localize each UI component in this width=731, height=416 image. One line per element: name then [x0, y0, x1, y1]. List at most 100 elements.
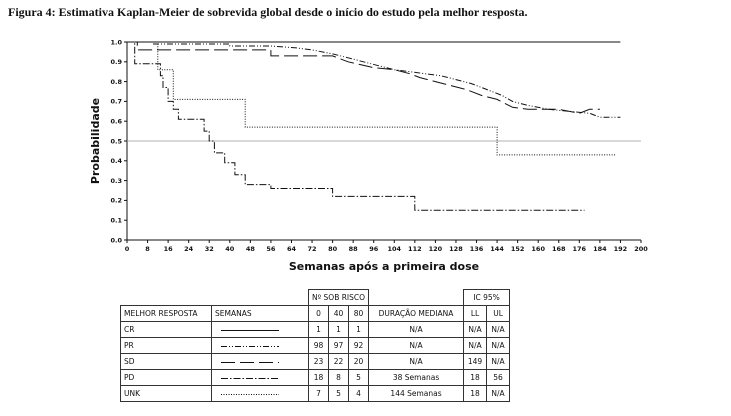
median-cell: N/A: [368, 337, 465, 354]
legend-swatch-cell: [211, 337, 309, 354]
y-tick-label: 0.4: [110, 157, 122, 165]
row-label: PD: [120, 369, 212, 386]
risk-cell: 1: [307, 321, 330, 338]
x-tick-label: 40: [225, 245, 235, 253]
legend-swatch-cell: [211, 353, 309, 370]
median-cell: N/A: [368, 353, 465, 370]
y-tick-label: 1.0: [110, 38, 122, 46]
x-tick-label: 0: [125, 245, 130, 253]
ll-cell: N/A: [463, 321, 488, 338]
table-header-row: MELHOR RESPOSTA SEMANAS 0 40 80 DURAÇÃO …: [120, 305, 511, 322]
col-week-40: 40: [328, 305, 350, 322]
x-tick-label: 8: [145, 245, 150, 253]
table-header-top-row: Nº SOB RISCO IC 95%: [121, 289, 511, 306]
risk-cell: 23: [307, 353, 330, 370]
col-best-response: MELHOR RESPOSTA: [120, 305, 212, 322]
risk-cell: 20: [348, 353, 370, 370]
at-risk-header: Nº SOB RISCO: [307, 289, 370, 306]
ul-cell: 56: [486, 369, 511, 386]
header-spacer: [121, 290, 309, 306]
km-chart: 0.0 0.1 0.2 0.3 0.4 0.5 0.6 0.7 0.8 0.9 1.0 0 8 16 24…: [89, 38, 648, 273]
series-pr-line: [127, 41, 621, 118]
x-tick-label: 152: [511, 245, 525, 253]
row-label: PR: [120, 337, 212, 354]
row-label: CR: [120, 321, 212, 338]
median-cell: 144 Semanas: [368, 385, 465, 402]
y-tick-label: 0.1: [110, 217, 122, 225]
x-tick-label: 184: [593, 245, 607, 253]
y-tick-label: 0.9: [110, 58, 122, 66]
risk-cell: 4: [348, 385, 370, 402]
legend-line-pr: [221, 345, 279, 347]
table-row-pd: PD 18 8 5 38 Semanas 18 56: [120, 369, 511, 386]
risk-cell: 1: [328, 321, 350, 338]
x-tick-label: 144: [490, 245, 504, 253]
y-tick-label: 0.3: [110, 177, 122, 185]
ll-cell: 149: [463, 353, 488, 370]
ul-cell: N/A: [486, 353, 511, 370]
x-tick-label: 176: [573, 245, 587, 253]
col-week-0: 0: [307, 305, 330, 322]
x-tick-label: 80: [328, 245, 338, 253]
legend-swatch-cell: [211, 369, 309, 386]
x-tick-group: 0 8 16 24 32 40 48 56 64 72 80 88 96 104 112 120 128 136 1…: [125, 240, 648, 253]
x-tick-label: 96: [369, 245, 379, 253]
legend-line-cr: [221, 329, 279, 331]
col-ul: UL: [486, 305, 511, 322]
risk-cell: 92: [348, 337, 370, 354]
row-label: UNK: [120, 385, 212, 402]
risk-cell: 22: [328, 353, 350, 370]
x-tick-label: 136: [470, 245, 484, 253]
median-cell: 38 Semanas: [368, 369, 465, 386]
x-tick-label: 120: [429, 245, 443, 253]
risk-cell: 5: [328, 385, 350, 402]
series-group: [127, 41, 621, 211]
legend-swatch-cell: [211, 385, 309, 402]
table-row-sd: SD 23 22 20 N/A 149 N/A: [120, 353, 511, 370]
legend-line-pd: [221, 377, 279, 379]
x-tick-label: 72: [308, 245, 317, 253]
x-tick-label: 112: [408, 245, 422, 253]
ll-cell: 18: [463, 385, 488, 402]
median-cell: N/A: [368, 321, 465, 338]
ul-cell: N/A: [486, 321, 511, 338]
col-weeks: SEMANAS: [211, 305, 309, 322]
series-unk-line: [127, 41, 616, 156]
ll-cell: 18: [463, 369, 488, 386]
series-pd-line: [127, 41, 585, 211]
y-tick-label: 0.6: [110, 118, 122, 126]
col-median: DURAÇÃO MEDIANA: [368, 305, 465, 322]
y-tick-label: 0.5: [110, 137, 122, 145]
row-label: SD: [120, 353, 212, 370]
x-tick-label: 48: [246, 245, 256, 253]
x-tick-label: 16: [164, 245, 174, 253]
table-row-pr: PR 98 97 92 N/A N/A N/A: [120, 337, 511, 354]
ci-header: IC 95%: [463, 289, 511, 306]
risk-cell: 5: [348, 369, 370, 386]
risk-table: Nº SOB RISCO IC 95% MELHOR RESPOSTA SEMA…: [120, 289, 511, 402]
risk-cell: 7: [307, 385, 330, 402]
series-sd-line: [127, 41, 600, 114]
x-tick-label: 64: [287, 245, 297, 253]
legend-line-sd: [221, 361, 279, 363]
figure-caption: Figura 4: Estimativa Kaplan-Meier de sob…: [8, 5, 528, 19]
x-tick-label: 192: [614, 245, 628, 253]
y-tick-label: 0.0: [110, 236, 122, 244]
x-tick-label: 32: [205, 245, 214, 253]
x-tick-label: 88: [349, 245, 359, 253]
ul-cell: N/A: [486, 337, 511, 354]
risk-cell: 18: [307, 369, 330, 386]
risk-cell: 1: [348, 321, 370, 338]
risk-cell: 97: [328, 337, 350, 354]
y-tick-label: 0.7: [110, 98, 122, 106]
ul-cell: N/A: [486, 385, 511, 402]
y-tick-group: 0.0 0.1 0.2 0.3 0.4 0.5 0.6 0.7 0.8 0.9 1.0: [110, 38, 127, 244]
x-tick-label: 200: [634, 245, 648, 253]
x-tick-label: 104: [387, 245, 401, 253]
col-week-80: 80: [348, 305, 370, 322]
y-tick-label: 0.8: [110, 78, 122, 86]
header-spacer-2: [369, 290, 464, 306]
legend-line-unk: [221, 393, 279, 395]
table-row-unk: UNK 7 5 4 144 Semanas 18 N/A: [120, 385, 511, 402]
x-tick-label: 168: [552, 245, 566, 253]
